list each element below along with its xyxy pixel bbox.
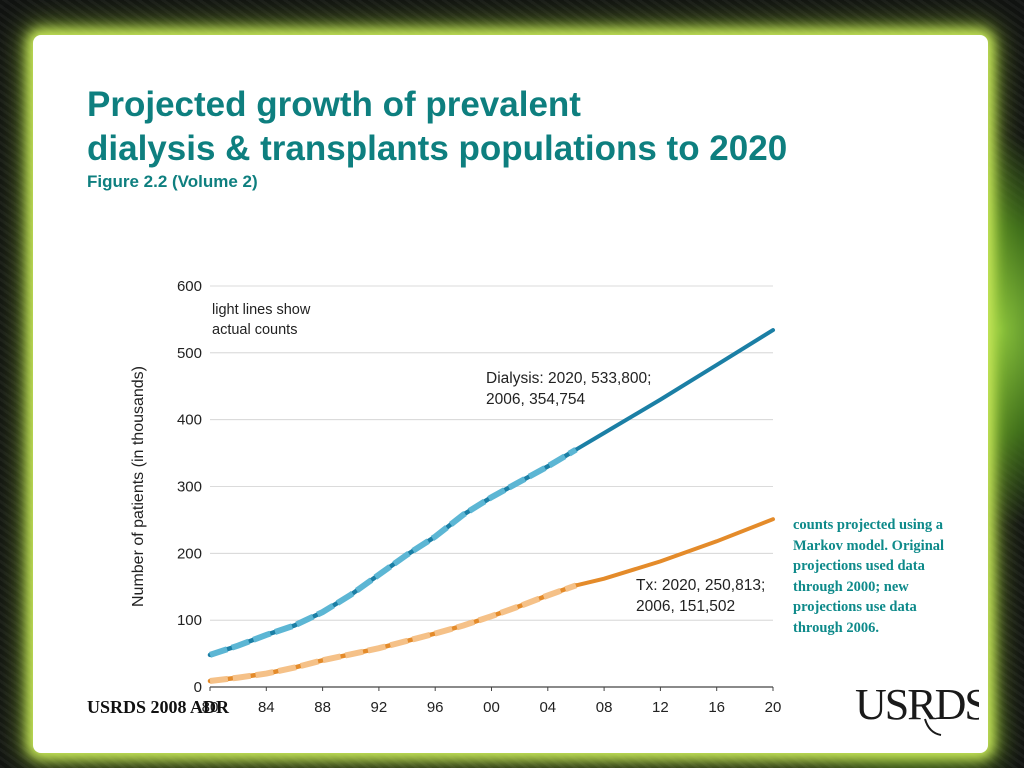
tx-actual-line <box>209 582 577 684</box>
slide-subtitle: Figure 2.2 (Volume 2) <box>87 172 258 191</box>
tx-label-line2: 2006, 151,502 <box>636 598 735 615</box>
slide-title-line2: dialysis & transplants populations to 20… <box>87 129 788 168</box>
dialysis-projected-line <box>573 328 775 452</box>
annotation-line: light lines show <box>212 302 311 318</box>
projection-note: counts projected using a Markov model. O… <box>793 517 945 636</box>
slide-title: Projected growth of prevalent dialysis &… <box>87 83 947 171</box>
y-tick-label: 400 <box>177 412 202 429</box>
dialysis-label-line1: Dialysis: 2020, 533,800; <box>486 370 651 387</box>
x-tick-label: 84 <box>258 699 275 715</box>
y-tick-label: 100 <box>177 612 202 629</box>
x-tick-label: 00 <box>483 699 500 715</box>
x-tick-label: 88 <box>314 699 331 715</box>
x-tick-label: 80 <box>202 699 219 715</box>
tx-label-line1: Tx: 2020, 250,813; <box>636 577 765 594</box>
actual-counts-annotation: light lines show actual counts <box>212 302 311 338</box>
slide: Projected growth of prevalent dialysis &… <box>33 35 988 753</box>
y-tick-label: 300 <box>177 479 202 496</box>
x-tick-label: 20 <box>765 699 782 715</box>
svg-text:USRDS: USRDS <box>855 680 979 729</box>
y-tick-label: 200 <box>177 545 202 562</box>
y-tick-label: 600 <box>177 278 202 295</box>
usrds-logo: USRDS <box>855 680 979 736</box>
x-tick-label: 08 <box>596 699 613 715</box>
y-tick-label: 0 <box>194 679 202 696</box>
x-tick-label: 96 <box>427 699 444 715</box>
slide-title-line1: Projected growth of prevalent <box>87 85 581 124</box>
dialysis-actual-line <box>209 447 578 658</box>
x-tick-label: 12 <box>652 699 669 715</box>
line-chart: 0 100 200 300 400 500 600 80 84 88 92 96 00 04 08 12 16 2… <box>130 278 782 715</box>
footer-source: USRDS 2008 ADR <box>87 697 230 717</box>
x-tick-label: 92 <box>371 699 388 715</box>
y-tick-label: 500 <box>177 345 202 362</box>
x-tick-label: 04 <box>539 699 556 715</box>
annotation-line: actual counts <box>212 322 297 338</box>
x-tick-label: 16 <box>708 699 725 715</box>
dialysis-label-line2: 2006, 354,754 <box>486 391 586 408</box>
tx-projected-line <box>573 517 775 588</box>
y-axis-label: Number of patients (in thousands) <box>130 366 147 607</box>
